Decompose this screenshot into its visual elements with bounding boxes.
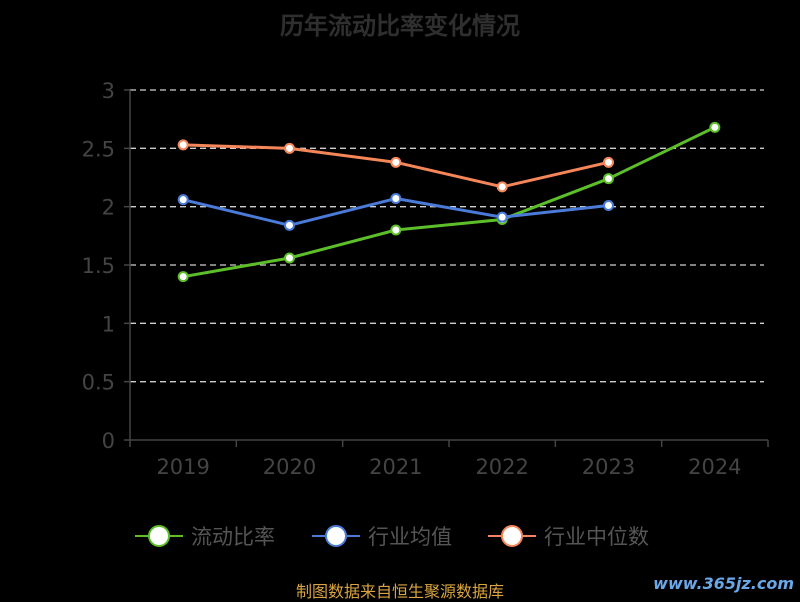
legend-label-current-ratio: 流动比率 bbox=[191, 525, 275, 549]
x-tick-label: 2020 bbox=[263, 455, 316, 479]
legend-marker-current-ratio bbox=[135, 518, 183, 554]
y-tick-label: 1 bbox=[102, 312, 115, 336]
y-tick-label: 0 bbox=[102, 429, 115, 453]
y-tick-label: 2.5 bbox=[82, 137, 115, 161]
data-point-series-0[interactable] bbox=[177, 271, 189, 283]
data-point-series-0[interactable] bbox=[709, 121, 721, 133]
legend-marker-industry-median bbox=[488, 518, 536, 554]
data-point-series-0[interactable] bbox=[390, 224, 402, 236]
data-point-series-2[interactable] bbox=[284, 142, 295, 154]
data-point-series-2[interactable] bbox=[390, 156, 402, 168]
legend-item-industry-mean[interactable]: 行业均值 bbox=[312, 518, 452, 554]
legend-item-industry-median[interactable]: 行业中位数 bbox=[488, 518, 649, 554]
source-note: 制图数据来自恒生聚源数据库 bbox=[295, 582, 504, 601]
y-tick-label: 3 bbox=[102, 79, 115, 103]
x-tick-label: 2019 bbox=[156, 455, 209, 479]
data-point-series-2[interactable] bbox=[177, 139, 189, 151]
y-tick-label: 1.5 bbox=[82, 254, 115, 278]
data-point-series-2[interactable] bbox=[496, 181, 508, 193]
data-point-series-0[interactable] bbox=[284, 252, 295, 264]
series-line-0 bbox=[182, 125, 716, 279]
y-tick-label: 2 bbox=[102, 196, 115, 220]
x-tick-label: 2023 bbox=[582, 455, 635, 479]
axis-layer: 0 0.5 1 1.5 2 2.5 3 2019 2020 2021 2022 2023 2024 bbox=[82, 79, 769, 479]
series-layer bbox=[177, 121, 721, 283]
watermark-logo: www.365jz.com bbox=[653, 574, 794, 593]
legend-item-current-ratio[interactable]: 流动比率 bbox=[135, 518, 275, 554]
legend-label-industry-median: 行业中位数 bbox=[544, 525, 649, 549]
grid-layer bbox=[130, 89, 764, 383]
data-point-series-1[interactable] bbox=[603, 200, 614, 211]
data-point-series-2[interactable] bbox=[603, 156, 614, 168]
data-point-series-1[interactable] bbox=[284, 219, 295, 231]
data-point-series-1[interactable] bbox=[390, 193, 402, 204]
legend-marker-industry-mean bbox=[312, 518, 360, 554]
x-tick-label: 2024 bbox=[688, 455, 741, 479]
chart-title: 历年流动比率变化情况 bbox=[280, 12, 520, 40]
legend-label-industry-mean: 行业均值 bbox=[368, 525, 452, 549]
x-tick-label: 2022 bbox=[475, 455, 528, 479]
y-tick-label: 0.5 bbox=[82, 371, 115, 395]
data-point-series-1[interactable] bbox=[496, 211, 508, 223]
data-point-series-1[interactable] bbox=[177, 194, 189, 206]
x-tick-label: 2021 bbox=[369, 455, 422, 479]
data-point-series-0[interactable] bbox=[603, 173, 614, 185]
legend: 流动比率 行业均值 行业中位数 bbox=[0, 518, 800, 558]
